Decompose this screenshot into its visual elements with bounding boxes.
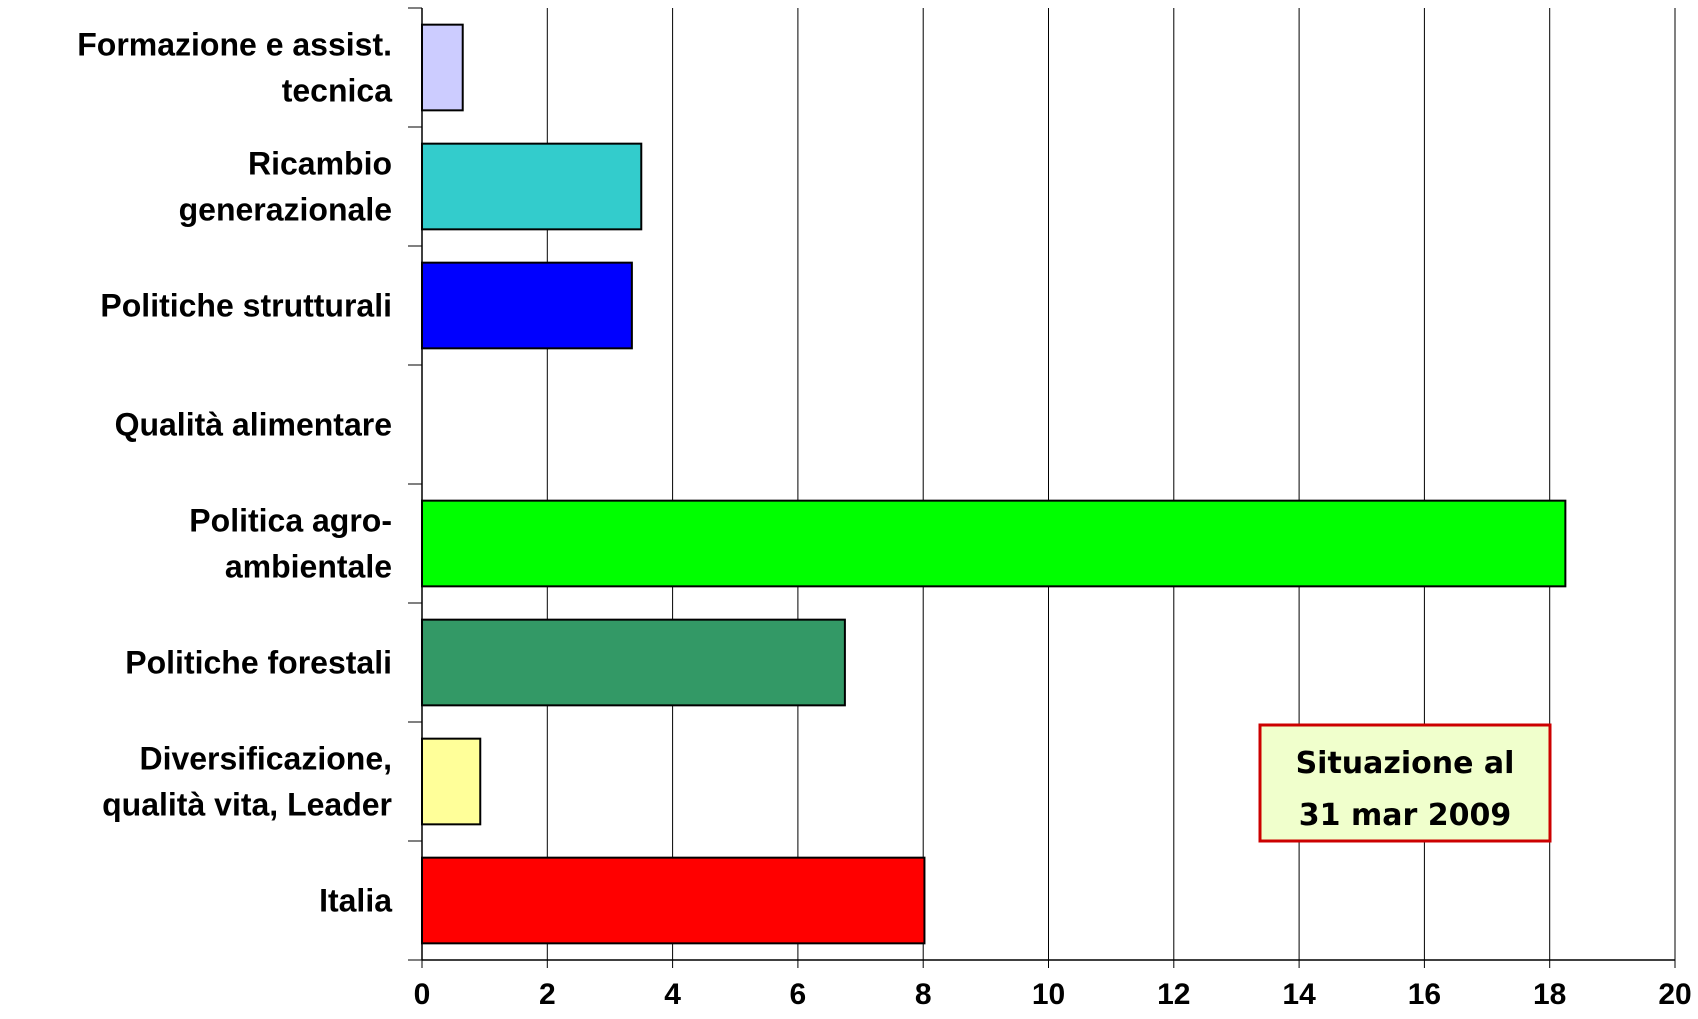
bar-5 — [421, 618, 846, 707]
x-tick-label-6: 6 — [790, 978, 807, 1011]
bar-0 — [421, 23, 464, 112]
x-tick-label-20: 20 — [1658, 978, 1691, 1011]
category-label-4-1: ambientale — [225, 549, 392, 585]
category-label-6-1: qualità vita, Leader — [102, 787, 392, 823]
bar-7 — [421, 856, 926, 945]
x-tick-label-0: 0 — [414, 978, 431, 1011]
x-tick-label-10: 10 — [1032, 978, 1065, 1011]
annotation-box — [1258, 723, 1552, 843]
bars — [421, 23, 1567, 945]
x-tick-label-8: 8 — [915, 978, 932, 1011]
category-label-2-0: Politiche strutturali — [100, 288, 392, 324]
x-tick-label-14: 14 — [1282, 978, 1316, 1011]
x-tick-label-2: 2 — [539, 978, 556, 1011]
category-label-4-0: Politica agro- — [189, 503, 392, 539]
x-tick-label-12: 12 — [1157, 978, 1190, 1011]
category-labels: Formazione e assist. tecnica Ricambio gener… — [77, 27, 392, 919]
category-label-3-0: Qualità alimentare — [115, 407, 392, 443]
axes — [408, 7, 1676, 968]
category-label-0-1: tecnica — [282, 73, 392, 109]
category-label-7-0: Italia — [319, 883, 392, 919]
category-label-0-0: Formazione e assist. — [77, 27, 392, 63]
category-label-5-0: Politiche forestali — [125, 645, 392, 681]
bar-4 — [421, 499, 1567, 588]
annotation-line-2: 31 mar 2009 — [1299, 798, 1511, 833]
x-tick-label-18: 18 — [1533, 978, 1566, 1011]
grid-lines — [546, 8, 1676, 960]
bar-2 — [421, 261, 633, 350]
annotation-line-1: Situazione al — [1296, 746, 1515, 781]
x-tick-label-16: 16 — [1408, 978, 1441, 1011]
bar-6 — [421, 737, 482, 826]
category-label-1-0: Ricambio — [248, 146, 392, 182]
x-tick-labels: 0 2 4 6 8 10 12 14 16 18 20 — [414, 978, 1692, 1011]
category-label-1-1: generazionale — [179, 192, 392, 228]
x-tick-label-4: 4 — [664, 978, 681, 1011]
bar-1 — [421, 142, 643, 231]
date-annotation: Situazione al 31 mar 2009 — [1258, 723, 1552, 843]
category-label-6-0: Diversificazione, — [139, 741, 392, 777]
